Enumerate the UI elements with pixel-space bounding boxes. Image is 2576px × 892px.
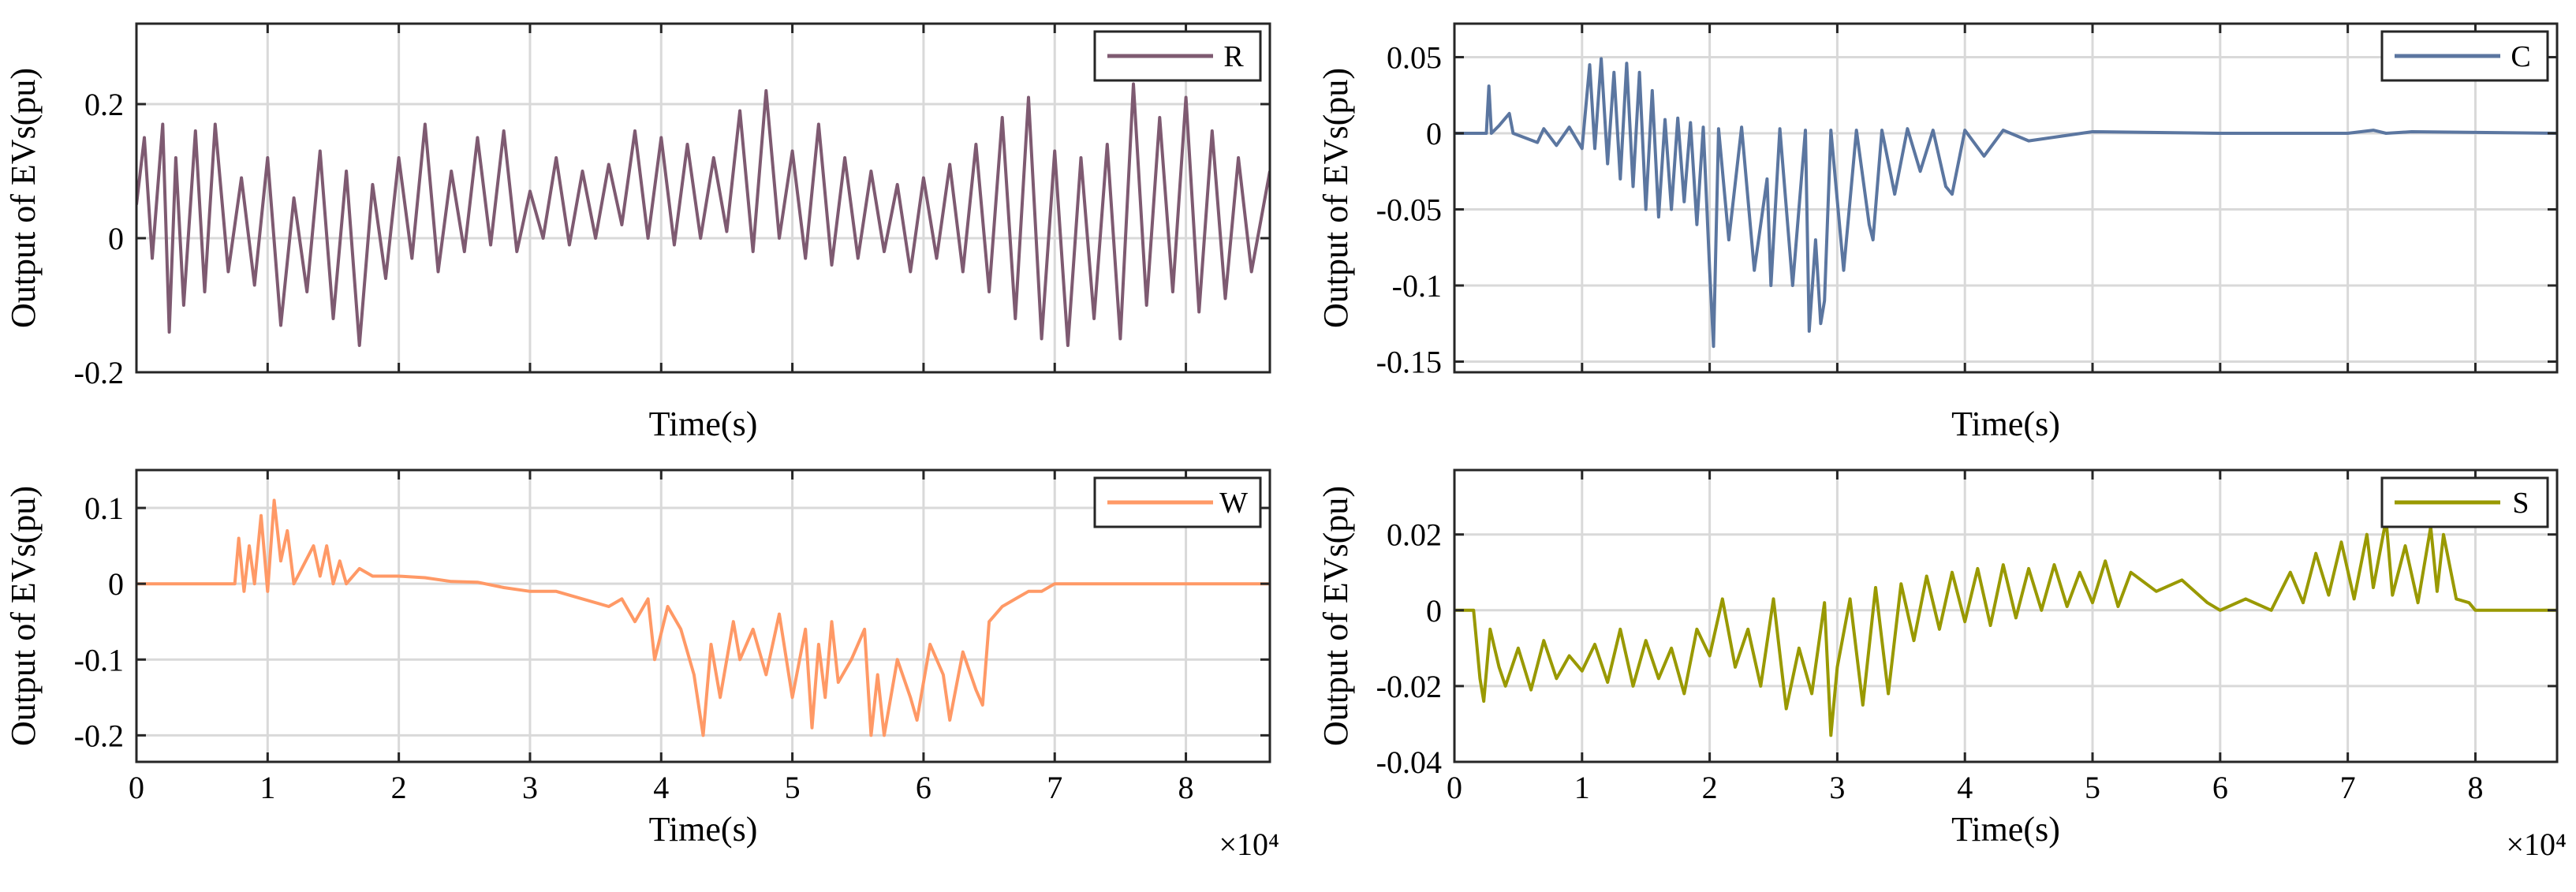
x-exponent-label: ×10⁴ — [1219, 827, 1279, 862]
x-tick-label: 2 — [391, 770, 407, 805]
panel-4: -0.04 -0.02 0 0.02 0 1 2 3 4 5 6 7 8 ×10⁴ Time(s) Outpu… — [1316, 468, 2567, 862]
y-axis-label: Output of EVs(pu) — [4, 486, 43, 746]
y-tick-label: 0 — [1426, 116, 1442, 151]
series-line-W — [136, 498, 1270, 737]
x-tick-label: 8 — [1178, 770, 1194, 805]
y-tick-label: 0.05 — [1387, 39, 1442, 75]
x-tick-label: 0 — [129, 770, 144, 805]
y-tick-label: -0.2 — [74, 355, 124, 390]
legend-label: R — [1223, 40, 1244, 73]
x-axis-label: Time(s) — [649, 810, 758, 849]
legend-label: S — [2512, 487, 2529, 520]
x-axis-label: Time(s) — [649, 405, 758, 443]
y-axis-label: Output of EVs(pu) — [1316, 68, 1355, 328]
x-tick-label: 7 — [2340, 770, 2356, 805]
y-tick-label: 0 — [108, 566, 124, 602]
y-tick-label: -0.1 — [1392, 268, 1442, 304]
y-axis-label: Output of EVs(pu) — [4, 68, 43, 328]
x-tick-label: 1 — [259, 770, 275, 805]
y-tick-label: 0.1 — [84, 491, 124, 526]
legend-label: C — [2511, 40, 2530, 73]
x-tick-label: 8 — [2467, 770, 2483, 805]
x-tick-label: 5 — [785, 770, 801, 805]
y-tick-label: -0.02 — [1376, 669, 1442, 704]
x-tick-label: 1 — [1574, 770, 1590, 805]
series-line-R — [136, 82, 1270, 347]
x-axis-label: Time(s) — [1951, 405, 2060, 443]
x-tick-label: 7 — [1047, 770, 1062, 805]
axes-box — [1453, 22, 2559, 374]
x-tick-label: 4 — [1957, 770, 1973, 805]
x-tick-label: 6 — [916, 770, 931, 805]
panel-2: -0.15 -0.1 -0.05 0 0.05 Time(s) Output of EVs(… — [1316, 22, 2559, 443]
legend-label: W — [1219, 487, 1248, 520]
y-axis-label: Output of EVs(pu) — [1316, 486, 1355, 746]
y-tick-label: -0.2 — [74, 718, 124, 753]
x-tick-label: 3 — [1829, 770, 1845, 805]
panel-3: -0.2 -0.1 0 0.1 0 1 2 3 4 5 6 7 8 ×10⁴ Time(s) Output o… — [4, 468, 1279, 862]
series-line-S — [1454, 517, 2557, 737]
axes-box — [1453, 468, 2559, 763]
y-tick-label: -0.05 — [1376, 192, 1442, 227]
y-tick-label: 0 — [1426, 593, 1442, 629]
axes-box — [135, 468, 1271, 763]
y-tick-label: 0 — [108, 221, 124, 256]
series-line-C — [1454, 57, 2557, 349]
y-tick-label: -0.1 — [74, 642, 124, 677]
x-tick-label: 6 — [2212, 770, 2228, 805]
y-tick-label: 0.02 — [1387, 517, 1442, 553]
axes-box — [135, 22, 1271, 374]
x-tick-label: 3 — [522, 770, 538, 805]
y-tick-label: -0.04 — [1376, 745, 1442, 780]
x-tick-label: 2 — [1702, 770, 1718, 805]
x-axis-label: Time(s) — [1951, 810, 2060, 849]
y-tick-label: -0.15 — [1376, 344, 1442, 379]
x-tick-label: 4 — [653, 770, 669, 805]
panel-1: -0.2 0 0.2 Time(s) Output of EVs(pu) R — [4, 22, 1271, 443]
x-tick-label: 5 — [2085, 770, 2100, 805]
x-exponent-label: ×10⁴ — [2506, 827, 2567, 862]
x-tick-label: 0 — [1447, 770, 1462, 805]
y-tick-label: 0.2 — [84, 87, 124, 122]
